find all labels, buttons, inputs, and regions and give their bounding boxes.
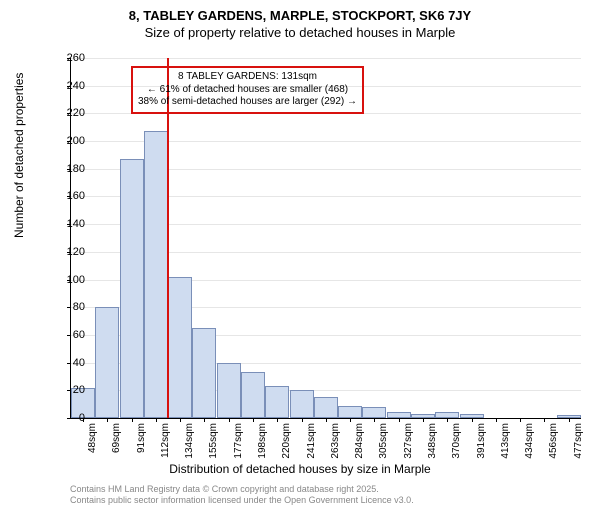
x-tick-mark <box>107 418 108 422</box>
x-tick-label: 284sqm <box>354 423 365 459</box>
histogram-bar <box>144 131 168 418</box>
y-axis-label: Number of detached properties <box>12 73 26 238</box>
histogram-bar <box>314 397 338 418</box>
histogram-bar <box>362 407 386 418</box>
histogram-bar <box>95 307 119 418</box>
gridline <box>71 113 581 114</box>
x-tick-label: 370sqm <box>451 423 462 459</box>
plot-area: 48sqm69sqm91sqm112sqm134sqm155sqm177sqm1… <box>70 58 581 419</box>
x-tick-label: 155sqm <box>208 423 219 459</box>
footer-line-1: Contains HM Land Registry data © Crown c… <box>70 484 414 495</box>
x-tick-label: 348sqm <box>427 423 438 459</box>
x-tick-label: 477sqm <box>573 423 584 459</box>
x-tick-mark <box>302 418 303 422</box>
x-tick-mark <box>277 418 278 422</box>
histogram-bar <box>168 277 192 418</box>
x-tick-label: 327sqm <box>403 423 414 459</box>
x-tick-mark <box>253 418 254 422</box>
x-tick-label: 69sqm <box>111 423 122 453</box>
y-tick-label: 260 <box>55 52 85 64</box>
y-tick-label: 140 <box>55 218 85 230</box>
y-tick-label: 200 <box>55 135 85 147</box>
x-tick-mark <box>472 418 473 422</box>
y-tick-label: 100 <box>55 274 85 286</box>
histogram-bar <box>290 390 314 418</box>
footer-attribution: Contains HM Land Registry data © Crown c… <box>70 484 414 506</box>
callout-line: 8 TABLEY GARDENS: 131sqm <box>138 71 357 84</box>
histogram-bar <box>265 386 289 418</box>
x-tick-label: 177sqm <box>233 423 244 459</box>
x-tick-mark <box>326 418 327 422</box>
chart-title-sub: Size of property relative to detached ho… <box>0 25 600 40</box>
x-tick-mark <box>544 418 545 422</box>
y-tick-label: 240 <box>55 80 85 92</box>
y-tick-label: 80 <box>55 301 85 313</box>
y-tick-label: 120 <box>55 246 85 258</box>
x-tick-mark <box>204 418 205 422</box>
callout-line: 38% of semi-detached houses are larger (… <box>138 96 357 109</box>
histogram-bar <box>217 363 241 418</box>
histogram-bar <box>120 159 144 418</box>
gridline <box>71 58 581 59</box>
y-tick-label: 160 <box>55 190 85 202</box>
x-tick-mark <box>423 418 424 422</box>
x-tick-mark <box>496 418 497 422</box>
x-tick-mark <box>180 418 181 422</box>
x-tick-label: 48sqm <box>87 423 98 453</box>
x-tick-label: 112sqm <box>160 423 171 458</box>
chart-title-main: 8, TABLEY GARDENS, MARPLE, STOCKPORT, SK… <box>0 8 600 23</box>
callout-line: ← 61% of detached houses are smaller (46… <box>138 84 357 97</box>
x-tick-mark <box>156 418 157 422</box>
x-tick-label: 456sqm <box>548 423 559 459</box>
x-tick-label: 198sqm <box>257 423 268 459</box>
x-tick-mark <box>569 418 570 422</box>
x-tick-label: 134sqm <box>184 423 195 459</box>
y-tick-label: 40 <box>55 357 85 369</box>
x-tick-label: 241sqm <box>306 423 317 459</box>
x-tick-mark <box>399 418 400 422</box>
y-tick-label: 0 <box>55 412 85 424</box>
x-tick-label: 91sqm <box>136 423 147 453</box>
chart-area: 48sqm69sqm91sqm112sqm134sqm155sqm177sqm1… <box>70 58 580 418</box>
y-tick-label: 20 <box>55 384 85 396</box>
x-tick-label: 413sqm <box>500 423 511 459</box>
y-tick-label: 220 <box>55 107 85 119</box>
x-tick-label: 305sqm <box>378 423 389 459</box>
x-tick-mark <box>447 418 448 422</box>
y-tick-label: 60 <box>55 329 85 341</box>
x-tick-label: 434sqm <box>524 423 535 459</box>
callout-box: 8 TABLEY GARDENS: 131sqm← 61% of detache… <box>131 66 364 114</box>
x-tick-mark <box>350 418 351 422</box>
y-tick-label: 180 <box>55 163 85 175</box>
x-axis-label: Distribution of detached houses by size … <box>0 462 600 476</box>
histogram-bar <box>241 372 265 418</box>
histogram-bar <box>192 328 216 418</box>
histogram-bar <box>338 406 362 418</box>
footer-line-2: Contains public sector information licen… <box>70 495 414 506</box>
x-tick-mark <box>229 418 230 422</box>
x-tick-label: 220sqm <box>281 423 292 459</box>
x-tick-mark <box>132 418 133 422</box>
x-tick-mark <box>374 418 375 422</box>
x-tick-label: 391sqm <box>476 423 487 459</box>
x-tick-label: 263sqm <box>330 423 341 459</box>
x-tick-mark <box>520 418 521 422</box>
